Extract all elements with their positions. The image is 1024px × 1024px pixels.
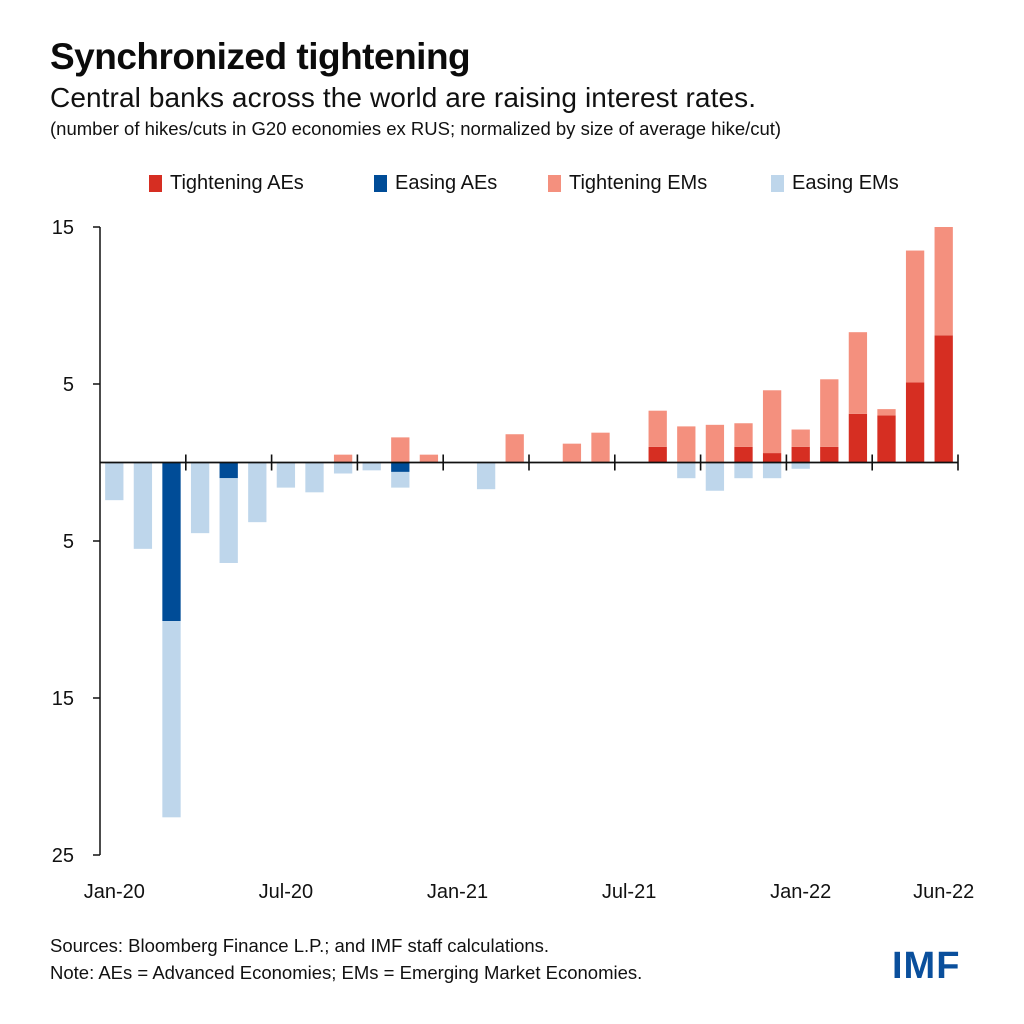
legend-item-easing-ems: Easing EMs bbox=[771, 172, 899, 195]
bar-tightening-aes-nov-21 bbox=[734, 446, 753, 463]
bar-tightening-ems-jun-22 bbox=[934, 227, 953, 336]
legend-swatch bbox=[548, 175, 561, 192]
note-text: Note: AEs = Advanced Economies; EMs = Em… bbox=[50, 962, 643, 983]
bar-tightening-ems-sep-20 bbox=[333, 454, 353, 463]
legend-swatch bbox=[771, 175, 784, 192]
bar-tightening-ems-jun-21 bbox=[591, 432, 610, 463]
bar-tightening-ems-jan-22 bbox=[791, 429, 810, 447]
bar-tightening-ems-aug-21 bbox=[648, 410, 667, 447]
bar-easing-ems-oct-20 bbox=[362, 462, 381, 471]
bar-tightening-ems-mar-22 bbox=[848, 332, 868, 414]
bar-tightening-aes-jun-22 bbox=[934, 335, 953, 463]
legend-label: Easing EMs bbox=[792, 172, 899, 194]
legend-swatch bbox=[149, 175, 162, 192]
imf-logo: IMF bbox=[892, 945, 961, 987]
bar-easing-ems-feb-20 bbox=[133, 462, 153, 549]
bar-easing-ems-may-20 bbox=[219, 478, 238, 563]
legend-label: Easing AEs bbox=[395, 172, 498, 194]
bar-tightening-ems-dec-20 bbox=[419, 454, 439, 463]
bar-tightening-ems-nov-21 bbox=[734, 423, 753, 447]
bar-easing-aes-mar-20 bbox=[162, 462, 181, 622]
x-tick-label: Jul-20 bbox=[259, 881, 313, 903]
legend-swatch bbox=[374, 175, 387, 192]
y-tick-label: 25 bbox=[52, 845, 74, 867]
bar-tightening-ems-may-21 bbox=[562, 443, 582, 463]
bar-tightening-aes-apr-22 bbox=[877, 415, 896, 463]
bar-tightening-aes-jan-22 bbox=[791, 446, 810, 463]
chart-subtitle: Central banks across the world are raisi… bbox=[50, 82, 757, 113]
y-tick-labels: 15 5 5 15 25 bbox=[52, 217, 74, 867]
legend-item-tightening-aes: Tightening AEs bbox=[149, 172, 304, 195]
y-tick-label: 5 bbox=[63, 531, 74, 553]
legend-item-easing-aes: Easing AEs bbox=[374, 172, 497, 195]
bar-easing-ems-aug-20 bbox=[305, 462, 324, 493]
bar-tightening-ems-apr-22 bbox=[877, 409, 896, 416]
legend-label: Tightening AEs bbox=[170, 172, 304, 194]
legend-label: Tightening EMs bbox=[569, 172, 708, 194]
bar-tightening-ems-dec-21 bbox=[762, 390, 782, 454]
legend-item-tightening-ems: Tightening EMs bbox=[548, 172, 707, 195]
bar-easing-ems-oct-21 bbox=[705, 462, 725, 491]
chart-note: (number of hikes/cuts in G20 economies e… bbox=[50, 118, 782, 139]
bar-easing-ems-mar-20 bbox=[162, 621, 181, 818]
sources-text: Sources: Bloomberg Finance L.P.; and IMF… bbox=[50, 935, 550, 956]
footer-notes: Sources: Bloomberg Finance L.P.; and IMF… bbox=[50, 932, 642, 986]
bars-group bbox=[105, 227, 953, 818]
bar-tightening-aes-mar-22 bbox=[848, 413, 868, 463]
bar-easing-ems-feb-21 bbox=[476, 462, 496, 490]
chart-title: Synchronized tightening bbox=[50, 36, 471, 77]
bar-tightening-ems-mar-21 bbox=[505, 434, 524, 463]
legend: Tightening AEs Easing AEs Tightening EMs… bbox=[0, 172, 1024, 198]
bar-easing-ems-jan-22 bbox=[791, 462, 810, 469]
x-tick-label: Jan-20 bbox=[84, 881, 145, 903]
x-tick-label: Jul-21 bbox=[602, 881, 656, 903]
bar-tightening-ems-feb-22 bbox=[820, 379, 839, 447]
bar-tightening-ems-oct-21 bbox=[705, 424, 725, 463]
x-tick-labels: Jan-20 Jul-20 Jan-21 Jul-21 Jan-22 Jun-22 bbox=[84, 881, 975, 903]
y-tick-label: 15 bbox=[52, 688, 74, 710]
bar-easing-aes-may-20 bbox=[219, 462, 238, 479]
bar-easing-ems-jan-20 bbox=[105, 462, 124, 501]
bar-easing-ems-sep-20 bbox=[333, 462, 353, 474]
bar-easing-ems-jun-20 bbox=[248, 462, 267, 523]
bar-easing-ems-apr-20 bbox=[190, 462, 210, 534]
bar-tightening-aes-feb-22 bbox=[820, 446, 839, 463]
bar-easing-ems-sep-21 bbox=[677, 462, 696, 479]
bar-easing-ems-jul-20 bbox=[276, 462, 296, 488]
x-tick-label: Jun-22 bbox=[913, 881, 974, 903]
bar-easing-ems-nov-21 bbox=[734, 462, 753, 479]
bar-tightening-ems-sep-21 bbox=[677, 426, 696, 463]
bar-tightening-aes-may-22 bbox=[905, 382, 925, 463]
x-tick-label: Jan-22 bbox=[770, 881, 831, 903]
y-tick-label: 5 bbox=[63, 374, 74, 396]
bar-easing-aes-nov-20 bbox=[391, 462, 410, 472]
y-tick-label: 15 bbox=[52, 217, 74, 239]
bar-easing-ems-dec-21 bbox=[762, 462, 782, 479]
bar-easing-ems-nov-20 bbox=[391, 471, 410, 488]
bar-tightening-aes-aug-21 bbox=[648, 446, 667, 463]
bar-tightening-aes-dec-21 bbox=[762, 453, 782, 463]
x-tick-label: Jan-21 bbox=[427, 881, 488, 903]
bar-tightening-ems-may-22 bbox=[905, 250, 925, 383]
axes-group bbox=[93, 226, 959, 856]
bar-tightening-ems-nov-20 bbox=[391, 437, 410, 463]
